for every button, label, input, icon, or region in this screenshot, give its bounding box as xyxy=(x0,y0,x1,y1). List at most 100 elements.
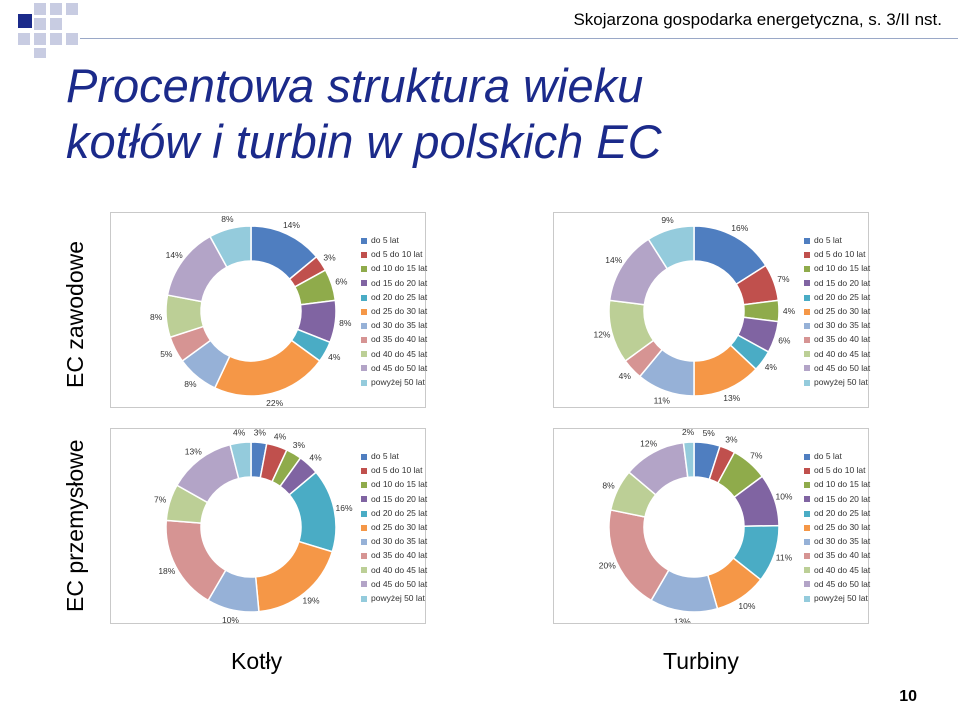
legend-swatch xyxy=(361,524,367,531)
slice-data-label: 18% xyxy=(158,566,175,576)
legend-item: od 30 do 35 lat xyxy=(804,318,870,332)
slice-data-label: 16% xyxy=(731,223,748,233)
legend-item: od 20 do 25 lat xyxy=(361,506,427,520)
slice-data-label: 6% xyxy=(335,277,348,287)
legend-label: do 5 lat xyxy=(814,235,842,245)
slice-data-label: 14% xyxy=(166,250,183,260)
column-caption-turbiny: Turbiny xyxy=(663,648,739,674)
legend-label: od 45 do 50 lat xyxy=(371,362,428,373)
legend-swatch xyxy=(804,237,810,244)
slice-data-label: 10% xyxy=(738,601,755,611)
slice-data-label: 4% xyxy=(274,432,287,442)
legend-item: od 15 do 20 lat xyxy=(361,492,427,506)
legend-item: od 10 do 15 lat xyxy=(361,261,427,275)
legend-swatch xyxy=(361,280,367,287)
legend-item: od 5 do 10 lat xyxy=(804,247,870,261)
legend-swatch xyxy=(804,467,810,474)
chart-panel-kotly-zawodowe: 14% 3% 6% 8% 4% 22% 8% 5% 8% 14% 8% do 5 lat od 5 d… xyxy=(110,212,427,408)
legend-label: od 10 do 15 lat xyxy=(371,479,428,490)
legend-label: od 40 do 45 lat xyxy=(814,564,871,575)
legend-label: od 5 do 10 lat xyxy=(371,465,423,476)
legend-label: od 40 do 45 lat xyxy=(814,348,871,359)
donut-slice xyxy=(254,540,334,613)
header-rule xyxy=(80,38,958,39)
legend-kotly-zawodowe: do 5 lat od 5 do 10 lat od 10 do 15 lat od … xyxy=(361,233,427,389)
legend-item: od 15 do 20 lat xyxy=(804,276,870,290)
legend-swatch xyxy=(361,453,367,460)
legend-item: powyżej 50 lat xyxy=(361,591,427,605)
legend-item: od 35 do 40 lat xyxy=(804,332,870,346)
slice-data-label: 5% xyxy=(160,349,173,359)
legend-label: od 35 do 40 lat xyxy=(371,334,428,345)
legend-label: do 5 lat xyxy=(371,451,399,461)
legend-swatch xyxy=(361,496,367,503)
slice-data-label: 4% xyxy=(328,352,341,362)
slice-data-label: 12% xyxy=(593,330,610,340)
legend-swatch xyxy=(361,322,367,329)
legend-label: do 5 lat xyxy=(371,235,399,245)
legend-swatch xyxy=(804,322,810,329)
legend-swatch xyxy=(361,581,367,588)
legend-swatch xyxy=(804,453,810,460)
legend-item: do 5 lat xyxy=(361,449,427,463)
legend-swatch xyxy=(804,266,810,273)
legend-swatch xyxy=(804,251,810,258)
legend-item: od 15 do 20 lat xyxy=(804,492,870,506)
legend-label: powyżej 50 lat xyxy=(814,376,868,387)
slice-data-label: 10% xyxy=(222,615,239,623)
legend-item: powyżej 50 lat xyxy=(361,375,427,389)
legend-swatch xyxy=(804,595,810,602)
legend-swatch xyxy=(361,553,367,560)
legend-label: od 40 do 45 lat xyxy=(371,348,428,359)
legend-item: od 45 do 50 lat xyxy=(361,577,427,591)
slice-data-label: 11% xyxy=(654,395,671,405)
slice-data-label: 4% xyxy=(619,371,632,381)
legend-label: powyżej 50 lat xyxy=(814,592,868,603)
legend-swatch xyxy=(361,365,367,372)
slice-data-label: 6% xyxy=(778,335,791,345)
legend-item: od 25 do 30 lat xyxy=(804,304,870,318)
slice-data-label: 8% xyxy=(184,379,197,389)
legend-label: powyżej 50 lat xyxy=(371,592,425,603)
legend-kotly-przemyslowe: do 5 lat od 5 do 10 lat od 10 do 15 lat od … xyxy=(361,449,427,605)
legend-swatch xyxy=(361,351,367,358)
title-line-2: kotłów i turbin w polskich EC xyxy=(66,115,662,168)
slice-data-label: 4% xyxy=(309,452,322,462)
legend-swatch xyxy=(361,538,367,545)
slice-data-label: 7% xyxy=(777,274,790,284)
title-line-1: Procentowa struktura wieku xyxy=(66,59,644,112)
legend-item: od 30 do 35 lat xyxy=(361,534,427,548)
slice-data-label: 4% xyxy=(233,429,246,438)
column-caption-kotly: Kotły xyxy=(231,648,283,674)
donut-slice xyxy=(647,225,695,270)
slice-data-label: 14% xyxy=(605,255,622,265)
legend-label: od 15 do 20 lat xyxy=(371,277,428,288)
slice-data-label: 20% xyxy=(599,561,616,571)
page-number: 10 xyxy=(899,688,917,705)
legend-item: powyżej 50 lat xyxy=(804,375,870,389)
legend-swatch xyxy=(804,482,810,489)
legend-label: od 30 do 35 lat xyxy=(371,536,428,547)
source-header: Skojarzona gospodarka energetyczna, s. 3… xyxy=(573,10,942,29)
row-label-przemyslowe: EC przemysłowe xyxy=(62,439,88,612)
slice-data-label: 8% xyxy=(339,318,352,328)
legend-turbiny-przemyslowe: do 5 lat od 5 do 10 lat od 10 do 15 lat od … xyxy=(804,449,870,605)
legend-item: od 10 do 15 lat xyxy=(804,261,870,275)
chart-panel-turbiny-zawodowe: 16% 7% 4% 6% 4% 13% 11% 4% 12% 14% 9% do 5 lat od 5… xyxy=(553,212,870,408)
slice-data-label: 2% xyxy=(682,429,695,437)
legend-item: od 5 do 10 lat xyxy=(804,463,870,477)
slice-data-label: 3% xyxy=(323,253,336,263)
legend-swatch xyxy=(804,496,810,503)
legend-item: od 40 do 45 lat xyxy=(804,347,870,361)
slice-data-label: 9% xyxy=(661,215,674,225)
legend-item: od 25 do 30 lat xyxy=(361,520,427,534)
legend-item: od 25 do 30 lat xyxy=(361,304,427,318)
slice-data-label: 4% xyxy=(783,306,796,316)
legend-label: powyżej 50 lat xyxy=(371,376,425,387)
donut-slice xyxy=(682,441,695,479)
legend-item: od 45 do 50 lat xyxy=(361,361,427,375)
chart-panel-turbiny-przemyslowe: 5% 3% 7% 10% 11% 10% 13% 20% 8% 12% 2% do 5 lat od … xyxy=(553,428,870,624)
slice-data-label: 3% xyxy=(293,440,306,450)
decorative-squares xyxy=(18,3,78,58)
legend-label: od 40 do 45 lat xyxy=(371,564,428,575)
